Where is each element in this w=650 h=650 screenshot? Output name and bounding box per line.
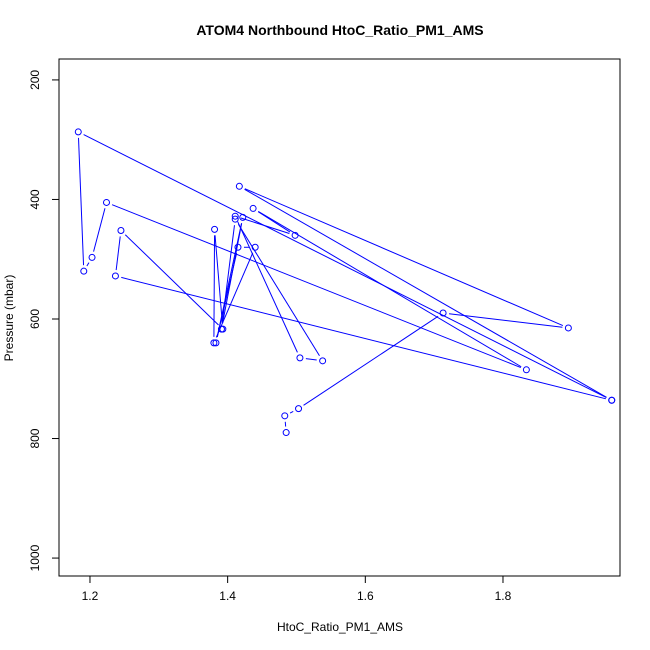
series-segment bbox=[244, 188, 607, 398]
data-point bbox=[281, 412, 289, 420]
series-segment bbox=[111, 204, 521, 369]
data-point bbox=[219, 325, 227, 333]
data-point bbox=[235, 182, 243, 190]
plot-area-frame bbox=[58, 58, 621, 577]
series-segment bbox=[257, 211, 291, 233]
y-tick-label: 1000 bbox=[28, 544, 42, 571]
series-segment bbox=[124, 234, 219, 326]
y-tick-label: 200 bbox=[28, 70, 42, 90]
y-tick-label: 800 bbox=[28, 428, 42, 448]
data-point bbox=[564, 324, 572, 332]
y-tick-label: 600 bbox=[28, 309, 42, 329]
data-point bbox=[608, 396, 616, 404]
data-point bbox=[234, 243, 242, 251]
series-segment bbox=[83, 134, 607, 399]
chart-title: ATOM4 Northbound HtoC_Ratio_PM1_AMS bbox=[196, 22, 483, 38]
series-segment bbox=[244, 188, 564, 327]
data-point bbox=[117, 227, 125, 235]
series-segment bbox=[303, 315, 439, 406]
x-tick-label: 1.2 bbox=[82, 589, 99, 603]
series-segment bbox=[78, 137, 85, 266]
series-segment bbox=[216, 253, 238, 338]
y-tick-label: 400 bbox=[28, 189, 42, 209]
y-axis: 200 400 600 800 1000 bbox=[28, 70, 59, 571]
series-segment bbox=[448, 313, 563, 328]
series-segment bbox=[258, 211, 522, 368]
x-axis-label: HtoC_Ratio_PM1_AMS bbox=[277, 620, 403, 634]
series-segment bbox=[215, 252, 254, 338]
data-point bbox=[249, 204, 257, 212]
series-segment bbox=[305, 358, 317, 361]
series-segment bbox=[237, 221, 298, 353]
x-tick-label: 1.8 bbox=[495, 589, 512, 603]
data-point bbox=[211, 225, 219, 233]
data-point bbox=[295, 405, 303, 413]
series-segment bbox=[93, 208, 106, 252]
data-point bbox=[291, 231, 299, 239]
data-point bbox=[74, 128, 82, 136]
data-point bbox=[231, 212, 239, 220]
data-point bbox=[319, 357, 327, 365]
data-point bbox=[296, 354, 304, 362]
data-point bbox=[80, 267, 88, 275]
x-axis: 1.2 1.4 1.6 1.8 bbox=[82, 576, 512, 603]
data-point bbox=[210, 339, 218, 347]
x-tick-label: 1.6 bbox=[357, 589, 374, 603]
series-segment bbox=[289, 410, 294, 414]
series-segment bbox=[237, 224, 320, 356]
series-segment bbox=[86, 262, 90, 267]
x-tick-label: 1.4 bbox=[219, 589, 236, 603]
data-point bbox=[102, 198, 110, 206]
data-point bbox=[231, 215, 239, 223]
series-segment bbox=[115, 236, 121, 271]
series-segment bbox=[121, 276, 607, 400]
data-point bbox=[111, 272, 119, 280]
data-point bbox=[522, 366, 530, 374]
series-segment bbox=[240, 217, 290, 234]
data-point bbox=[212, 339, 220, 347]
data-point bbox=[282, 429, 290, 437]
y-axis-label: Pressure (mbar) bbox=[2, 275, 16, 362]
data-point bbox=[88, 253, 96, 261]
data-point bbox=[239, 213, 247, 221]
data-point bbox=[251, 243, 259, 251]
series-segment bbox=[214, 235, 223, 324]
data-point bbox=[439, 309, 447, 317]
series-layer bbox=[74, 128, 616, 437]
